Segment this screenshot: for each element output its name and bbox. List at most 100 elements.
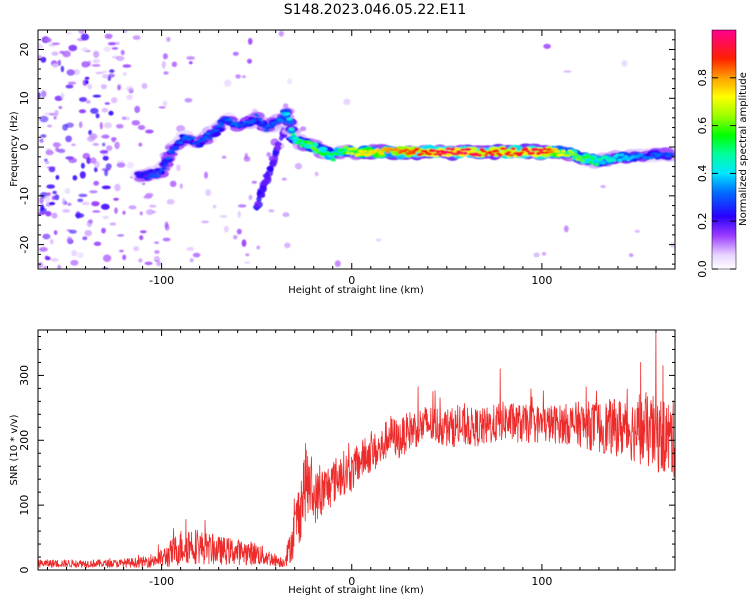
heatmap-cell [221,155,227,159]
heatmap-cell [183,134,191,138]
heatmap-cell [178,141,183,145]
snr-x-axis: -100 0 100 [47,330,676,588]
heatmap-cell [445,147,452,151]
heatmap-cell [247,58,252,64]
heatmap-cell [92,210,101,213]
heatmap-cell [328,152,335,157]
heatmap-cell [140,230,147,234]
heatmap-cell [138,258,143,263]
heatmap-cell [44,195,51,203]
heatmap-cell [543,43,551,49]
spectrogram-y-axis: -20 -10 0 10 20 [18,29,675,265]
heatmap-cell [360,152,366,156]
heatmap-cell [232,121,238,125]
heatmap-cell [122,254,127,260]
heatmap-cell [283,103,289,109]
colorbar: 0.0 0.2 0.4 0.6 0.8 Normalized spectral ampl… [696,29,749,278]
heatmap-cell [569,151,575,154]
heatmap-cell [116,162,126,168]
heatmap-cell [79,171,86,179]
heatmap-cell [291,133,297,136]
heatmap-cell [284,112,291,116]
heatmap-cell [95,71,104,75]
heatmap-cell [345,151,350,155]
heatmap-cell [165,156,172,160]
heatmap-cell [215,124,222,128]
heatmap-cell [634,229,640,233]
heatmap-cell [561,149,566,153]
heatmap-cell [241,239,247,247]
heatmap-cell [533,252,540,258]
heatmap-cell [205,189,212,197]
heatmap-cell [188,61,193,65]
heatmap-cell [516,153,523,157]
colorbar-tick-label: 0.4 [696,165,709,183]
heatmap-cell [341,151,347,155]
y-tick-label: 300 [18,365,31,386]
heatmap-cell [133,246,140,252]
heatmap-cell [335,153,340,156]
heatmap-cell [201,220,210,224]
heatmap-cell [523,147,529,151]
heatmap-cell [235,74,241,79]
heatmap-cell [355,153,361,156]
heatmap-cell [93,180,100,186]
y-tick-label: 10 [18,91,31,105]
heatmap-cell [117,85,121,90]
y-tick-label: -10 [18,187,31,205]
heatmap-cell [85,100,91,104]
colorbar-label: Normalized spectral amplitude [738,72,749,226]
heatmap-cell [186,56,196,60]
heatmap-cell [498,154,504,157]
x-tick-label: 100 [531,575,552,588]
heatmap-cell [250,118,257,122]
heatmap-cell [237,210,241,218]
heatmap-cell [108,110,114,116]
heatmap-cell [71,250,77,257]
heatmap-cell [232,51,239,56]
heatmap-cell [542,252,546,256]
heatmap-cell [145,129,154,134]
heatmap-cell [62,124,68,131]
heatmap-cell [123,30,128,34]
heatmap-cell [460,148,466,151]
y-tick-label: 200 [18,430,31,451]
heatmap-cell [295,142,301,145]
y-tick-label: 20 [18,43,31,57]
heatmap-cell [223,225,229,233]
y-tick-label: 0 [18,567,31,574]
heatmap-cell [104,169,109,177]
heatmap-cell [519,151,524,154]
heatmap-cell [57,148,66,153]
heatmap-cell [349,152,355,156]
heatmap-cell [126,94,133,101]
heatmap-cell [103,46,111,52]
heatmap-cell [204,171,208,179]
heatmap-cell [273,120,280,124]
heatmap-cell [537,148,544,152]
heatmap-cell [47,124,53,128]
heatmap-cell [54,194,60,201]
colorbar-tick-label: 0.0 [696,260,709,278]
heatmap-cell [126,161,134,169]
heatmap-cell [102,74,109,79]
heatmap-cell [57,59,61,66]
heatmap-cell [563,70,572,73]
heatmap-cell [588,160,593,164]
heatmap-cell [462,151,468,155]
heatmap-cell [149,204,157,208]
heatmap-cell [267,125,274,129]
heatmap-cell [163,163,169,167]
heatmap-cell [52,63,59,68]
heatmap-cell [95,113,100,119]
heatmap-cell [80,162,85,169]
heatmap-cell [666,152,674,156]
heatmap-cell [223,79,232,87]
heatmap-cell [39,138,44,143]
heatmap-cell [584,156,589,160]
heatmap-cell [100,203,110,210]
spectrogram-x-axis: -100 0 100 [47,30,676,287]
heatmap-cell [104,33,113,39]
heatmap-cell [244,153,248,160]
